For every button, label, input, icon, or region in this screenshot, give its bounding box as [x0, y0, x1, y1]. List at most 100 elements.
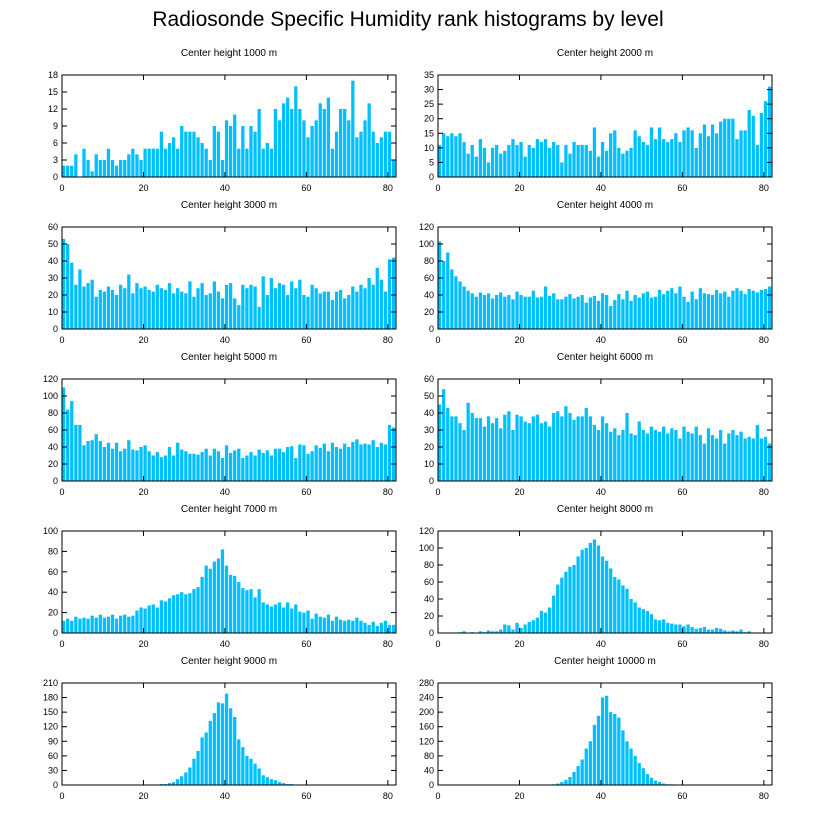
bar [216, 131, 221, 177]
bar [552, 293, 556, 329]
bar [229, 126, 233, 177]
bar [363, 120, 367, 177]
bar [253, 597, 257, 633]
bar [355, 137, 359, 177]
y-tick-label: 100 [419, 239, 434, 249]
bar [535, 139, 540, 177]
bar [338, 448, 343, 481]
x-tick-label: 40 [220, 183, 230, 193]
bar [159, 457, 164, 481]
bar [196, 454, 200, 481]
bar [167, 447, 172, 481]
bar [286, 447, 290, 481]
bar [347, 120, 351, 177]
bar [322, 291, 326, 329]
bar [470, 413, 474, 481]
bar [702, 443, 707, 481]
bar [600, 293, 605, 329]
bar [94, 434, 98, 481]
bar [710, 295, 715, 329]
y-tick-label: 80 [48, 408, 58, 418]
bar [609, 712, 613, 785]
bar [637, 136, 641, 177]
x-tick-label: 20 [514, 791, 524, 801]
bar [596, 300, 601, 329]
bar [649, 297, 654, 329]
y-tick-label: 120 [43, 374, 58, 384]
bar [568, 294, 572, 329]
bar [605, 150, 609, 177]
bar [90, 440, 94, 481]
y-tick-label: 3 [53, 155, 58, 165]
y-tick-label: 0 [53, 628, 58, 638]
y-tick-label: 10 [424, 143, 434, 153]
bar [151, 455, 155, 481]
bar [592, 295, 597, 329]
bar [155, 284, 159, 329]
bar [446, 252, 450, 329]
bar [723, 443, 727, 481]
bar [547, 147, 552, 177]
bar [613, 713, 617, 785]
bar [478, 418, 482, 481]
bar [241, 458, 245, 481]
bar [180, 776, 184, 785]
bar [735, 631, 739, 633]
y-tick-label: 9 [53, 121, 58, 131]
bar [507, 625, 511, 633]
bar [200, 283, 204, 329]
bar [62, 620, 66, 633]
bar [298, 444, 302, 481]
bar [66, 244, 70, 329]
bar [511, 139, 515, 177]
bar [387, 424, 392, 481]
bar [314, 613, 318, 633]
y-tick-label: 30 [424, 425, 434, 435]
bar [343, 443, 347, 481]
bar [192, 758, 196, 785]
bar [338, 109, 343, 177]
x-tick-label: 0 [59, 335, 64, 345]
y-tick-label: 60 [48, 567, 58, 577]
bar [265, 295, 269, 329]
bar [167, 143, 172, 177]
bar [719, 628, 723, 633]
bar [200, 576, 204, 633]
bar [547, 295, 552, 329]
bar [114, 442, 119, 481]
bar [359, 131, 363, 177]
bar [306, 453, 310, 481]
bar [224, 693, 229, 785]
bar [70, 262, 74, 329]
bar [490, 631, 495, 633]
bar [290, 608, 294, 633]
y-tick-label: 25 [424, 99, 434, 109]
bar [391, 160, 396, 177]
bar [281, 452, 286, 481]
bar [306, 137, 310, 177]
bar [200, 452, 204, 481]
panel-title: Center height 6000 m [557, 352, 653, 363]
bar [731, 290, 735, 329]
bar [503, 414, 507, 481]
bar [450, 269, 454, 329]
bar [763, 289, 768, 329]
y-tick-label: 40 [48, 587, 58, 597]
bar [375, 625, 379, 633]
bar [637, 297, 641, 329]
bar [322, 443, 326, 481]
bar [633, 755, 637, 785]
bar [605, 295, 609, 329]
bar [438, 241, 442, 329]
y-tick-label: 60 [48, 425, 58, 435]
bar [151, 291, 155, 329]
y-tick-label: 35 [424, 70, 434, 80]
x-tick-label: 40 [596, 791, 606, 801]
bar [649, 777, 654, 785]
bar [466, 402, 470, 481]
bar [653, 296, 658, 329]
bar [535, 414, 540, 481]
bar [253, 286, 257, 329]
bar [163, 148, 168, 177]
bar [351, 80, 355, 177]
